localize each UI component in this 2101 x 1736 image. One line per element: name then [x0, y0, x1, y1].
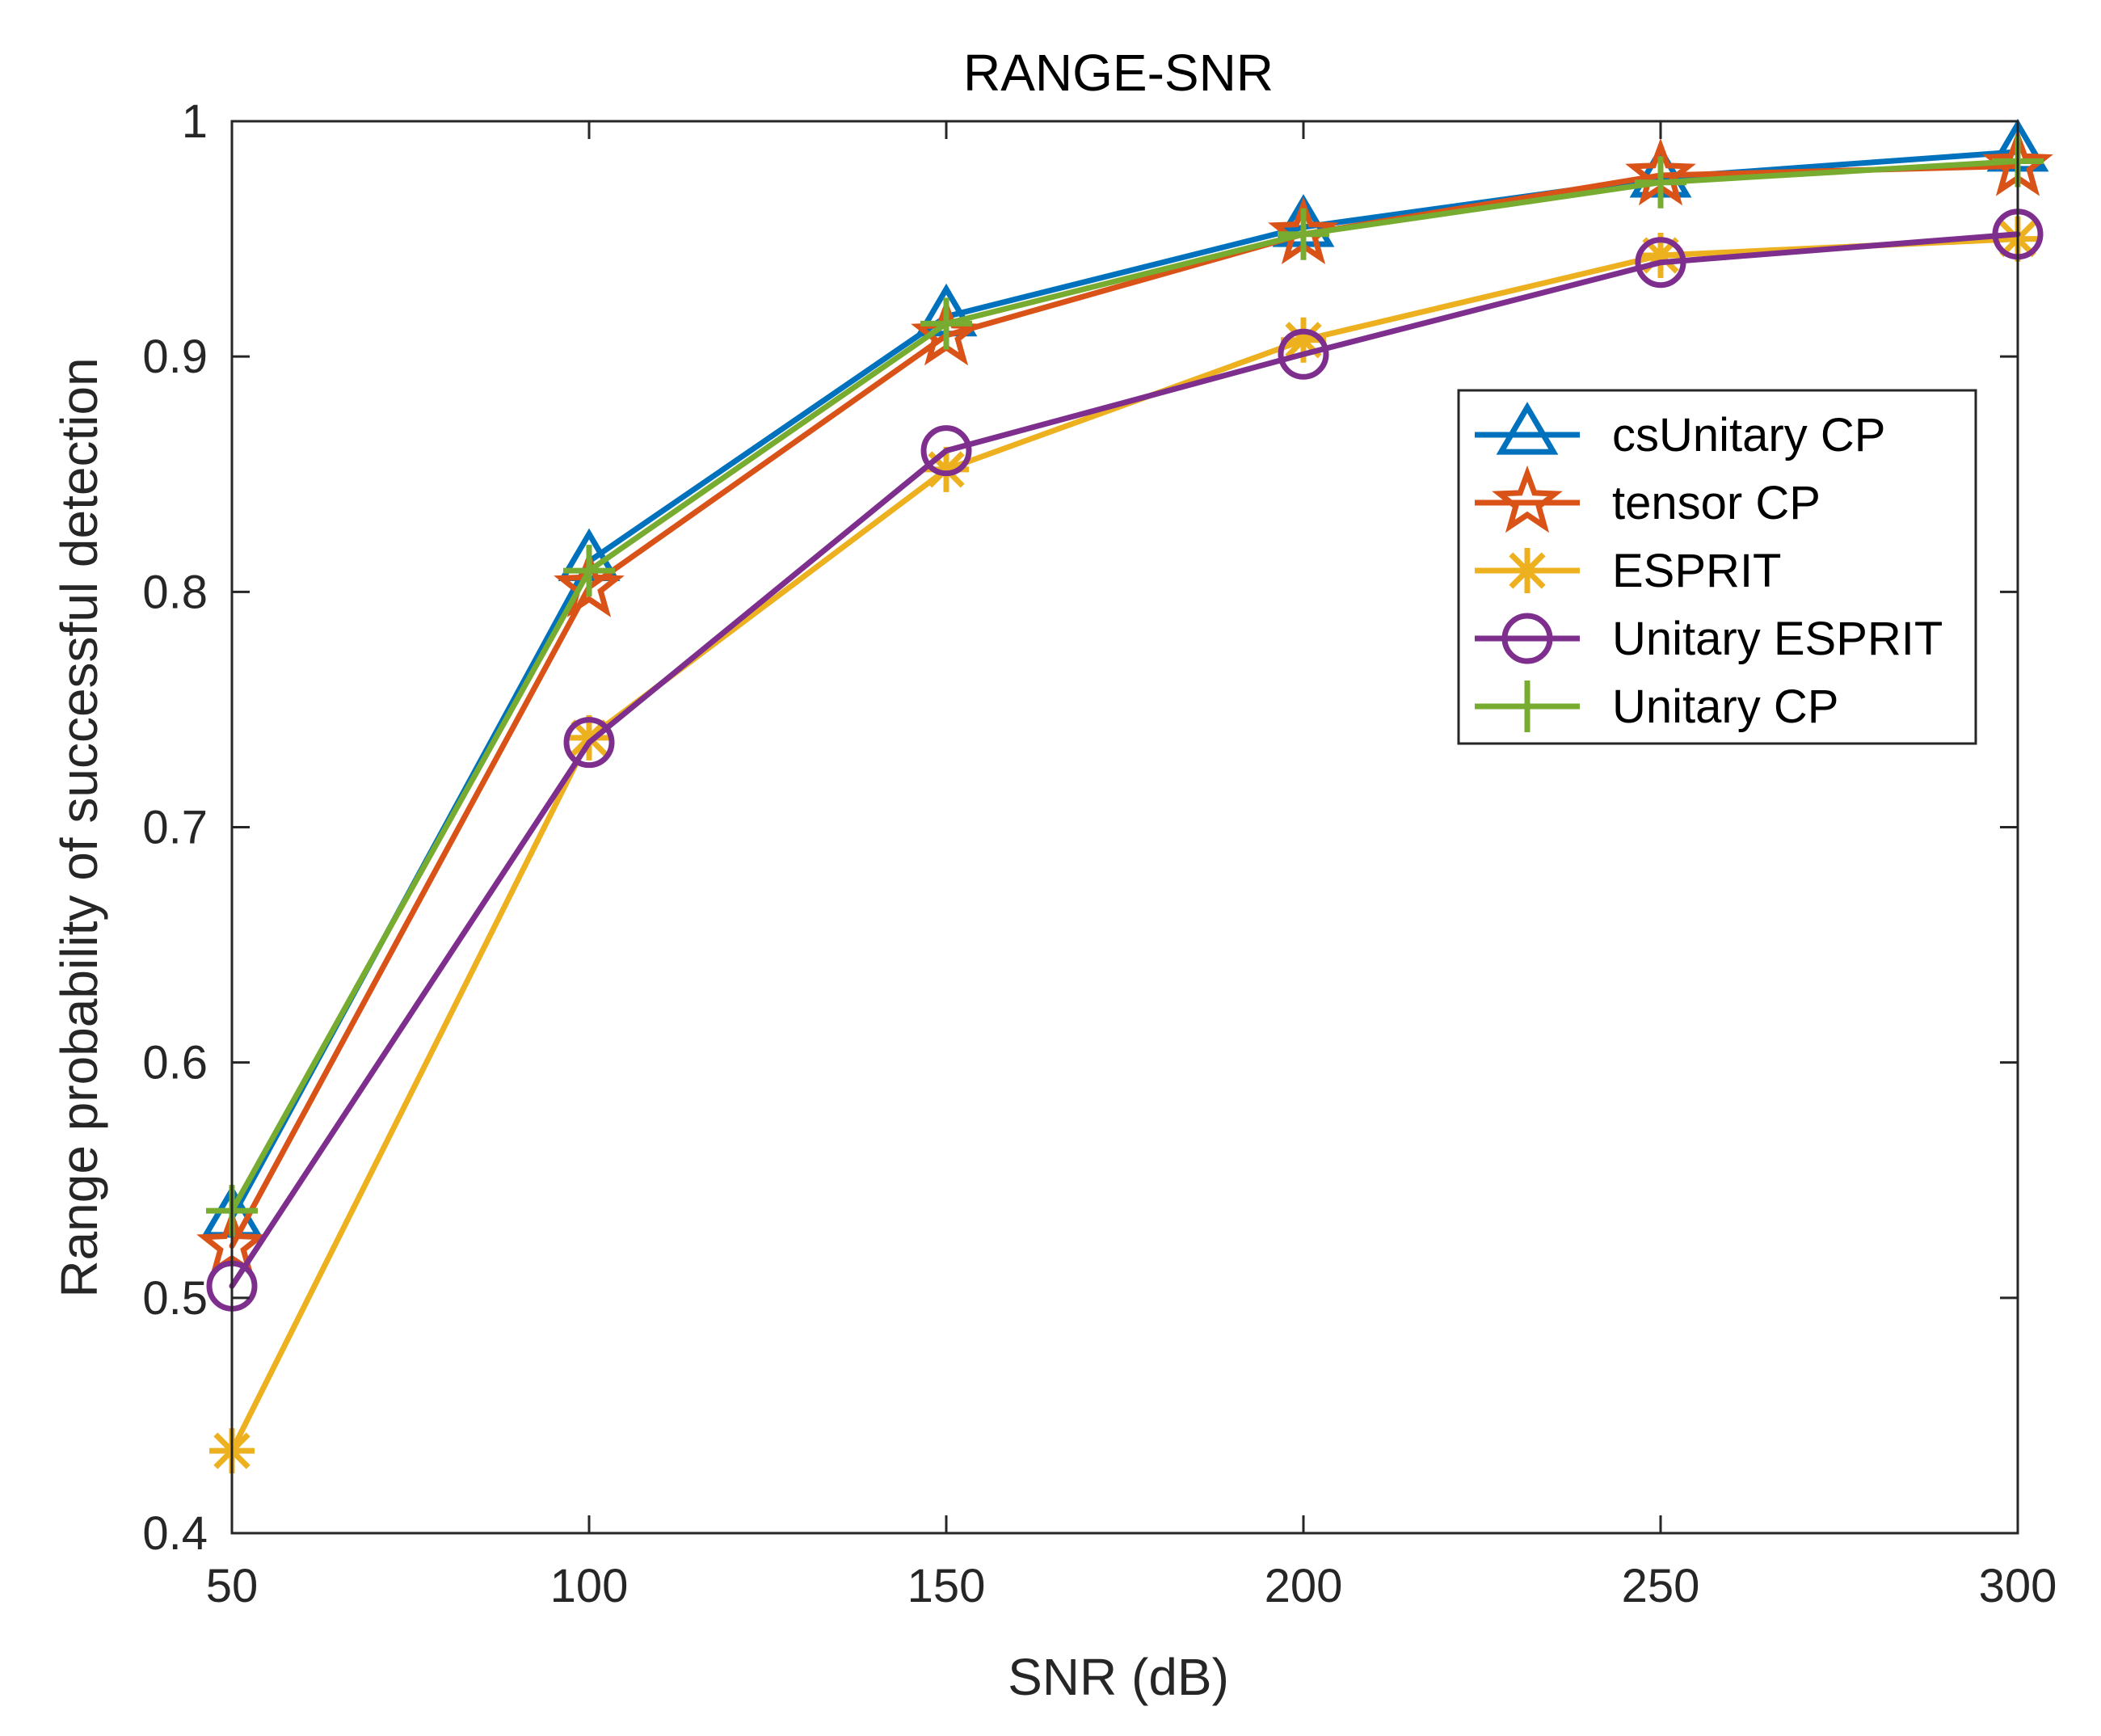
series-layer	[196, 118, 2053, 1474]
data-point	[1278, 208, 1329, 260]
y-tick-label: 0.9	[142, 331, 208, 383]
legend-label: csUnitary CP	[1612, 409, 1885, 461]
y-axis-ticks: 0.4 0.5 0.6 0.7 0.8 0.9 1	[142, 95, 2018, 1560]
legend-item: tensor CP	[1475, 465, 1821, 533]
x-axis-ticks: 50 100 150 200 250 300	[206, 121, 2057, 1612]
legend: csUnitary CP tensor CP ESPRIT Unitary ESPRI…	[1457, 389, 1977, 745]
x-axis-label: SNR (dB)	[1008, 1648, 1229, 1706]
data-point	[566, 714, 612, 761]
y-axis-label: Range probability of successful detectio…	[50, 357, 108, 1297]
legend-label: Unitary ESPRIT	[1612, 613, 1943, 665]
legend-item: Unitary ESPRIT	[1475, 613, 1943, 665]
legend-marker-asterisk-icon	[1505, 548, 1550, 593]
chart-title: RANGE-SNR	[963, 44, 1274, 102]
y-tick-label: 0.7	[142, 802, 208, 854]
legend-label: tensor CP	[1612, 477, 1821, 529]
series-line	[229, 158, 2021, 1214]
data-point	[563, 717, 615, 769]
data-point	[1635, 156, 1686, 209]
data-point	[920, 297, 972, 350]
x-tick-label: 50	[206, 1560, 259, 1612]
data-point	[554, 550, 625, 617]
y-tick-label: 0.6	[142, 1037, 208, 1089]
legend-marker-circle-icon	[1501, 613, 1553, 664]
data-point	[1635, 237, 1686, 289]
legend-item: csUnitary CP	[1475, 402, 1885, 461]
x-tick-label: 300	[1979, 1560, 2057, 1612]
x-tick-label: 250	[1622, 1560, 1700, 1612]
y-tick-label: 1	[182, 95, 208, 148]
legend-marker-plus-icon	[1501, 680, 1553, 732]
series-unitary-cp	[206, 135, 2044, 1237]
y-tick-label: 0.5	[142, 1272, 208, 1325]
data-point	[563, 545, 615, 597]
legend-label: ESPRIT	[1612, 545, 1782, 597]
legend-label: Unitary CP	[1612, 680, 1838, 733]
legend-marker-triangle-icon	[1496, 402, 1559, 455]
legend-item: ESPRIT	[1475, 545, 1782, 597]
x-tick-label: 100	[550, 1560, 629, 1612]
y-tick-label: 0.4	[142, 1507, 208, 1560]
legend-marker-star-icon	[1492, 465, 1563, 533]
legend-item: Unitary CP	[1475, 680, 1838, 733]
x-tick-label: 200	[1265, 1560, 1343, 1612]
series-line	[229, 231, 2021, 1289]
data-point	[1278, 328, 1329, 380]
y-tick-label: 0.8	[142, 566, 208, 618]
series-line	[229, 162, 2021, 1249]
data-point	[920, 425, 972, 477]
plot-area	[232, 121, 2018, 1533]
x-tick-label: 150	[907, 1560, 986, 1612]
